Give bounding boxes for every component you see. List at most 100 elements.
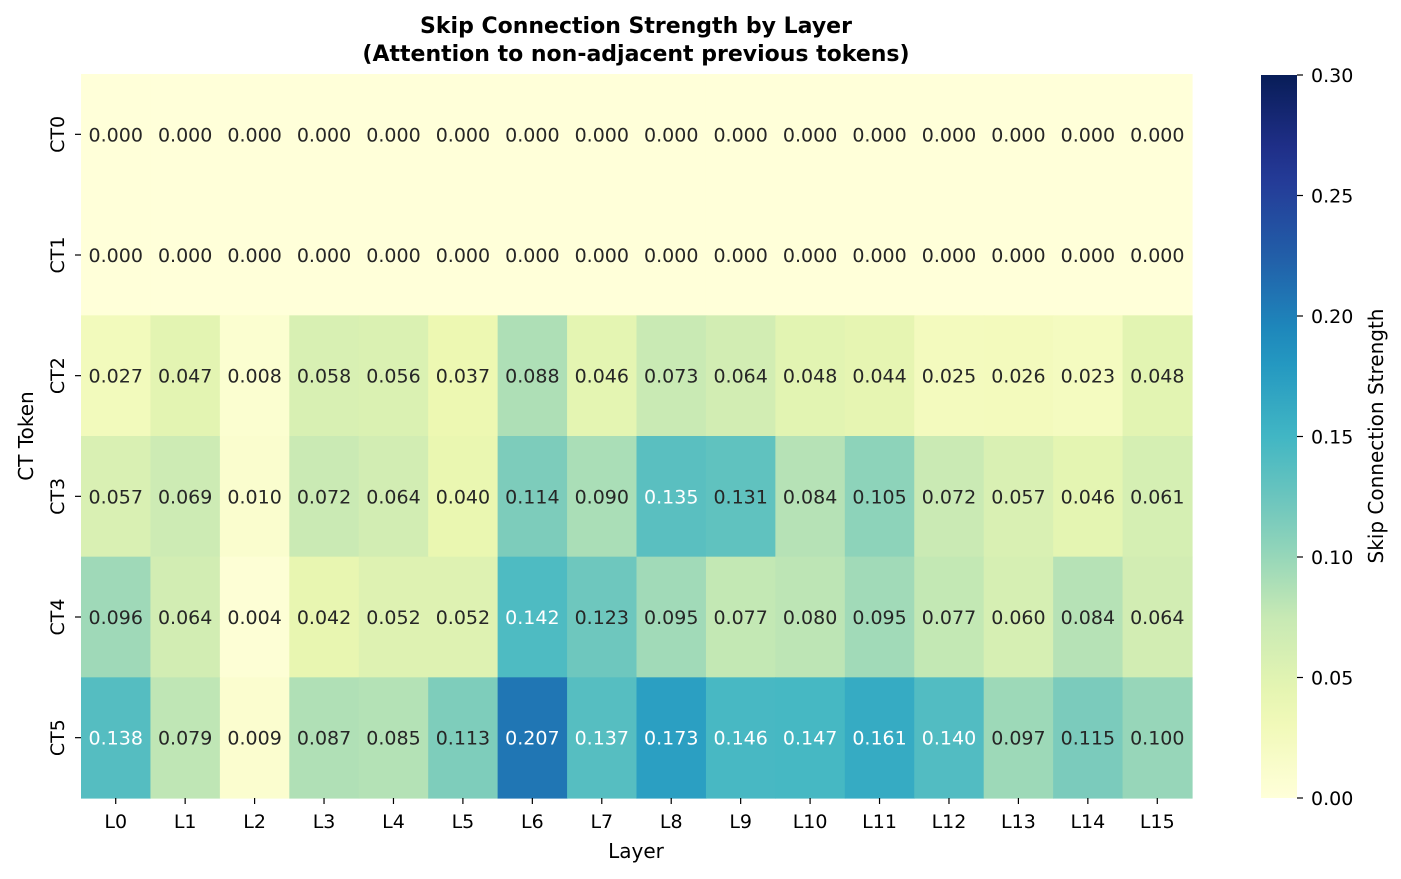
heatmap-cell	[567, 436, 638, 558]
heatmap-cell	[81, 315, 152, 437]
cell-value-label: 0.000	[436, 245, 490, 267]
cell-value-label: 0.000	[366, 124, 420, 146]
heatmap-cell	[219, 436, 290, 558]
cell-value-label: 0.000	[158, 124, 212, 146]
heatmap-cell	[428, 436, 499, 558]
cell-value-label: 0.009	[227, 728, 281, 750]
cell-value-label: 0.142	[505, 607, 559, 629]
cell-value-label: 0.058	[297, 366, 351, 388]
cell-value-label: 0.000	[227, 124, 281, 146]
heatmap-cell	[150, 315, 221, 437]
heatmap-cell	[1053, 556, 1124, 678]
heatmap-cell	[81, 436, 152, 558]
cell-value-label: 0.000	[922, 245, 976, 267]
cell-value-label: 0.000	[297, 124, 351, 146]
heatmap-cell	[289, 315, 360, 437]
heatmap-cell	[1122, 436, 1193, 558]
heatmap-cell	[705, 315, 776, 437]
cell-value-label: 0.000	[713, 245, 767, 267]
cell-value-label: 0.000	[89, 245, 143, 267]
colorbar-tick-label: 0.15	[1311, 427, 1353, 449]
cell-value-label: 0.079	[158, 728, 212, 750]
cell-value-label: 0.000	[227, 245, 281, 267]
x-tick-label: L14	[1070, 811, 1105, 833]
colorbar-gradient	[1261, 75, 1297, 798]
heatmap-cell	[358, 74, 429, 196]
heatmap-cell	[497, 436, 568, 558]
heatmap-cell	[289, 677, 360, 799]
cell-value-label: 0.138	[89, 728, 143, 750]
heatmap-cell	[358, 194, 429, 316]
heatmap-cell	[844, 436, 915, 558]
cell-value-label: 0.000	[644, 124, 698, 146]
cell-value-label: 0.000	[783, 124, 837, 146]
heatmap-cell	[1122, 677, 1193, 799]
cell-value-label: 0.023	[1061, 366, 1115, 388]
heatmap-cell	[150, 74, 221, 196]
cell-value-label: 0.064	[366, 486, 420, 508]
heatmap-cell	[844, 556, 915, 678]
heatmap-cell	[150, 436, 221, 558]
cell-value-label: 0.057	[991, 486, 1045, 508]
cell-value-label: 0.077	[922, 607, 976, 629]
cell-value-label: 0.000	[505, 124, 559, 146]
cell-value-label: 0.048	[1130, 366, 1184, 388]
cell-value-label: 0.100	[1130, 728, 1184, 750]
heatmap-cell	[219, 315, 290, 437]
cell-value-label: 0.026	[991, 366, 1045, 388]
heatmap-cell	[1122, 556, 1193, 678]
cell-value-label: 0.097	[991, 728, 1045, 750]
cell-value-label: 0.000	[852, 245, 906, 267]
cell-value-label: 0.147	[783, 728, 837, 750]
x-tick-label: L15	[1140, 811, 1175, 833]
cell-value-label: 0.114	[505, 486, 559, 508]
heatmap-cell	[289, 556, 360, 678]
x-tick-label: L8	[660, 811, 683, 833]
x-tick-label: L2	[243, 811, 266, 833]
cell-value-label: 0.056	[366, 366, 420, 388]
cell-value-label: 0.027	[89, 366, 143, 388]
y-tick-label: CT3	[47, 478, 69, 515]
heatmap-cell	[914, 194, 985, 316]
cell-value-label: 0.095	[644, 607, 698, 629]
heatmap-cell	[81, 677, 152, 799]
cell-value-label: 0.000	[575, 245, 629, 267]
heatmap-cell	[636, 677, 707, 799]
cell-value-label: 0.000	[783, 245, 837, 267]
heatmap-cell	[428, 677, 499, 799]
x-axis-label: Layer	[608, 839, 665, 863]
cell-value-label: 0.052	[436, 607, 490, 629]
cell-value-label: 0.085	[366, 728, 420, 750]
heatmap-cell	[636, 194, 707, 316]
cell-value-label: 0.000	[575, 124, 629, 146]
heatmap-cell	[1053, 194, 1124, 316]
cell-value-label: 0.084	[1061, 607, 1115, 629]
cell-value-label: 0.064	[713, 366, 767, 388]
colorbar-tick-label: 0.05	[1311, 668, 1353, 690]
colorbar-tick-label: 0.30	[1311, 65, 1353, 87]
x-tick-label: L6	[521, 811, 544, 833]
cell-value-label: 0.064	[1130, 607, 1184, 629]
cell-value-label: 0.061	[1130, 486, 1184, 508]
cell-value-label: 0.037	[436, 366, 490, 388]
x-tick-label: L13	[1001, 811, 1036, 833]
x-tick-label: L10	[793, 811, 828, 833]
heatmap-cell	[219, 194, 290, 316]
heatmap-cell	[775, 436, 846, 558]
cell-value-label: 0.046	[575, 366, 629, 388]
cell-value-label: 0.000	[991, 124, 1045, 146]
cell-value-label: 0.146	[713, 728, 767, 750]
cell-value-label: 0.004	[227, 607, 281, 629]
colorbar-tick-label: 0.10	[1311, 547, 1353, 569]
heatmap-cell	[844, 194, 915, 316]
colorbar-tick-label: 0.20	[1311, 306, 1353, 328]
cell-value-label: 0.084	[783, 486, 837, 508]
heatmap-cell	[705, 556, 776, 678]
heatmap-cell	[497, 315, 568, 437]
heatmap-cell	[567, 315, 638, 437]
cell-value-label: 0.057	[89, 486, 143, 508]
heatmap-cell	[1053, 315, 1124, 437]
heatmap-cell	[1122, 194, 1193, 316]
cell-value-label: 0.044	[852, 366, 906, 388]
heatmap-cell	[289, 436, 360, 558]
